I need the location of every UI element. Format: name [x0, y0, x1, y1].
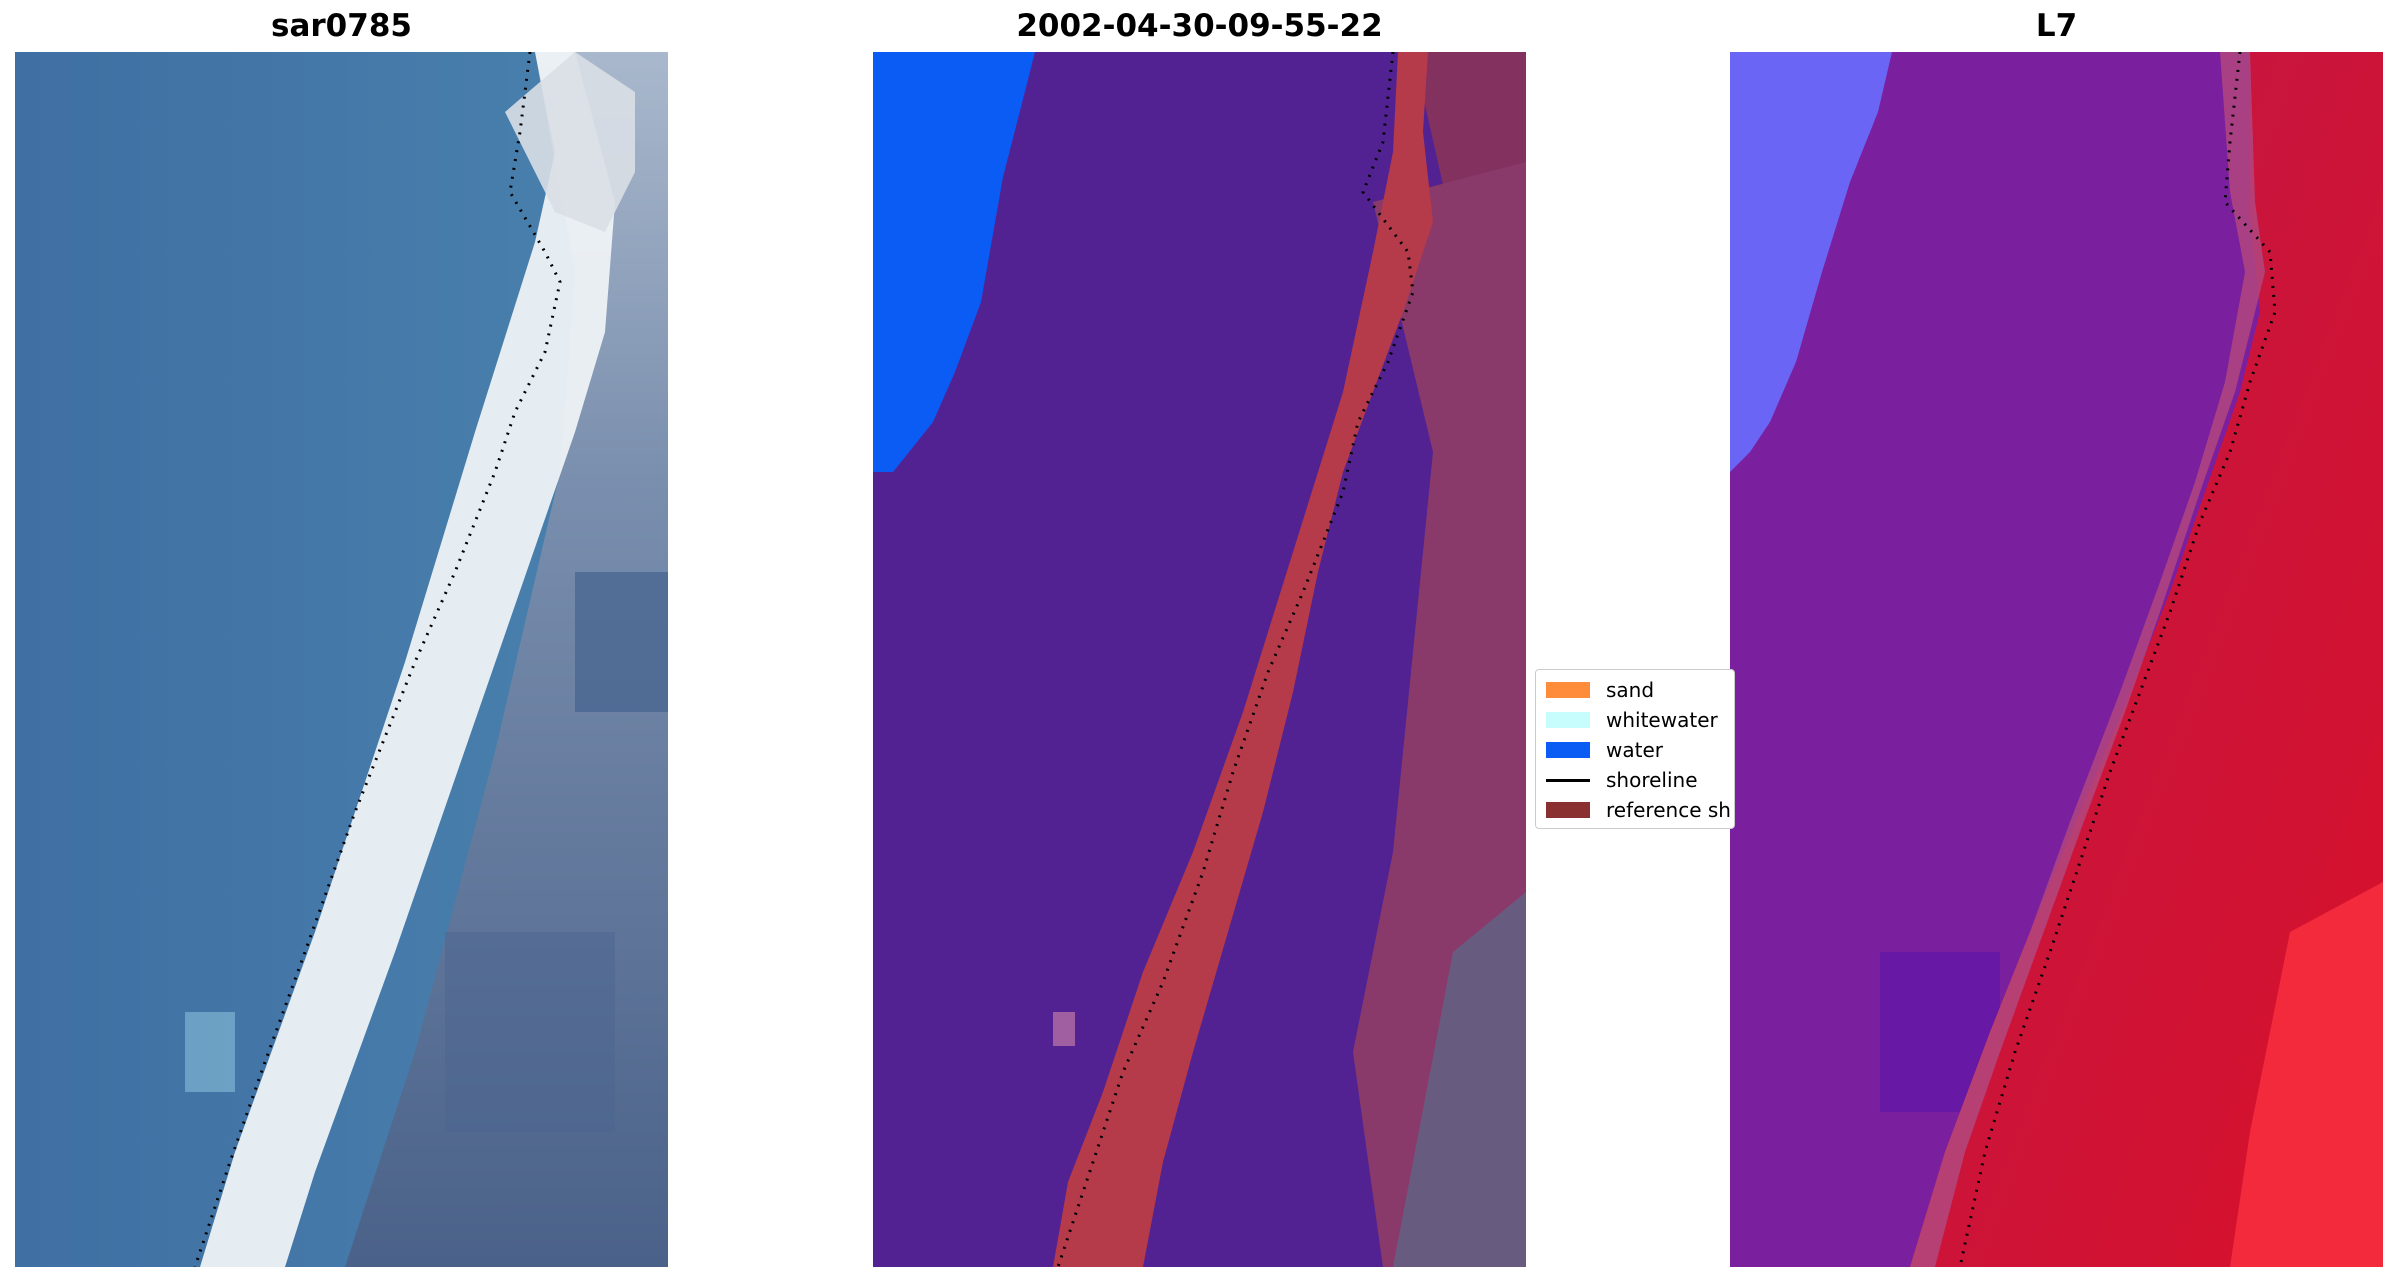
- legend-label: water: [1606, 738, 1663, 762]
- shoreline-line: [1958, 52, 2277, 1267]
- legend-item-shoreline: shoreline: [1546, 767, 1698, 793]
- legend-item-reference-shoreline: reference sh: [1546, 797, 1731, 823]
- false-color-image: [1730, 52, 2383, 1267]
- shoreline-line: [1056, 52, 1415, 1267]
- legend-label: shoreline: [1606, 768, 1698, 792]
- legend-swatch-whitewater: [1546, 712, 1590, 728]
- legend-swatch-water: [1546, 742, 1590, 758]
- legend-line-shoreline: [1546, 778, 1590, 782]
- legend-label: sand: [1606, 678, 1655, 702]
- classified-image-canvas: [873, 52, 1526, 1267]
- panel-title-rgb: sar0785: [271, 8, 412, 44]
- legend-item-whitewater: whitewater: [1546, 707, 1718, 733]
- legend-label: reference sh: [1606, 798, 1731, 822]
- map-legend: sand whitewater water shoreline referenc…: [1535, 669, 1735, 829]
- legend-item-sand: sand: [1546, 677, 1654, 703]
- rgb-satellite-image: [15, 52, 668, 1267]
- rgb-image-canvas: [15, 52, 668, 1267]
- legend-swatch-sand: [1546, 682, 1590, 698]
- legend-item-water: water: [1546, 737, 1663, 763]
- false-color-canvas: [1730, 52, 2383, 1267]
- legend-label: whitewater: [1606, 708, 1718, 732]
- classified-image: [873, 52, 1526, 1267]
- panel-title-classified: 2002-04-30-09-55-22: [1016, 8, 1383, 44]
- legend-swatch-reference: [1546, 802, 1590, 818]
- panel-title-false-color: L7: [2035, 8, 2078, 44]
